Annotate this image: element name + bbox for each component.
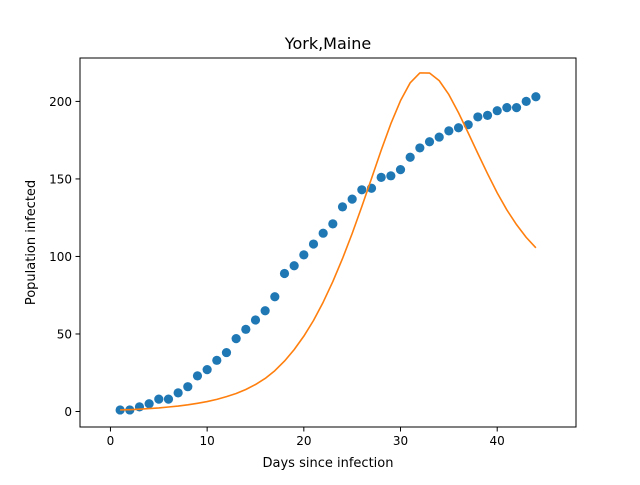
data-point	[144, 399, 154, 409]
data-point	[531, 92, 541, 102]
data-point	[347, 194, 357, 204]
x-axis-label: Days since infection	[263, 456, 394, 471]
y-tick-label: 150	[49, 172, 72, 186]
chart-title: York,Maine	[284, 34, 371, 53]
data-point	[231, 334, 241, 344]
data-point	[405, 152, 415, 162]
data-point	[299, 250, 309, 260]
data-point	[434, 132, 444, 142]
data-point	[511, 103, 522, 113]
data-point	[376, 172, 386, 182]
x-tick-label: 40	[490, 434, 505, 448]
data-point	[212, 355, 222, 365]
data-point	[502, 103, 512, 113]
data-point	[173, 388, 183, 398]
data-point	[424, 137, 435, 147]
data-point	[357, 185, 367, 195]
series-line-1	[120, 72, 537, 411]
data-point	[328, 219, 338, 229]
plot-area	[115, 72, 541, 415]
y-tick-label: 200	[49, 95, 72, 109]
data-point	[192, 371, 203, 381]
y-tick-label: 50	[57, 327, 72, 341]
data-point	[279, 268, 290, 279]
data-point	[415, 143, 425, 153]
data-point	[154, 394, 164, 404]
data-point	[453, 123, 464, 133]
data-point	[308, 239, 319, 249]
data-point	[318, 228, 328, 238]
y-tick-label: 100	[49, 250, 72, 264]
x-tick-label: 0	[107, 434, 115, 448]
data-point	[395, 165, 406, 175]
x-axis: 0 10 20 30 40	[107, 427, 505, 448]
data-point	[183, 382, 193, 392]
data-point	[250, 315, 261, 325]
data-point	[492, 106, 502, 116]
data-point	[521, 96, 531, 107]
x-tick-label: 30	[393, 434, 408, 448]
y-axis: 0 50 100 150 200	[49, 95, 80, 419]
data-point	[221, 347, 232, 358]
x-tick-label: 10	[200, 434, 215, 448]
data-point	[289, 261, 299, 271]
axes-frame	[79, 57, 577, 428]
y-tick-label: 0	[64, 405, 72, 419]
data-point	[337, 202, 348, 212]
data-point	[270, 292, 280, 302]
data-point	[444, 126, 454, 136]
x-tick-label: 20	[296, 434, 311, 448]
data-point	[386, 171, 396, 181]
data-point	[473, 112, 483, 122]
data-point	[260, 306, 270, 316]
data-point	[482, 110, 493, 120]
y-axis-label: Population infected	[24, 180, 39, 305]
data-point	[241, 324, 251, 334]
data-point	[202, 365, 212, 375]
data-point	[163, 394, 174, 404]
